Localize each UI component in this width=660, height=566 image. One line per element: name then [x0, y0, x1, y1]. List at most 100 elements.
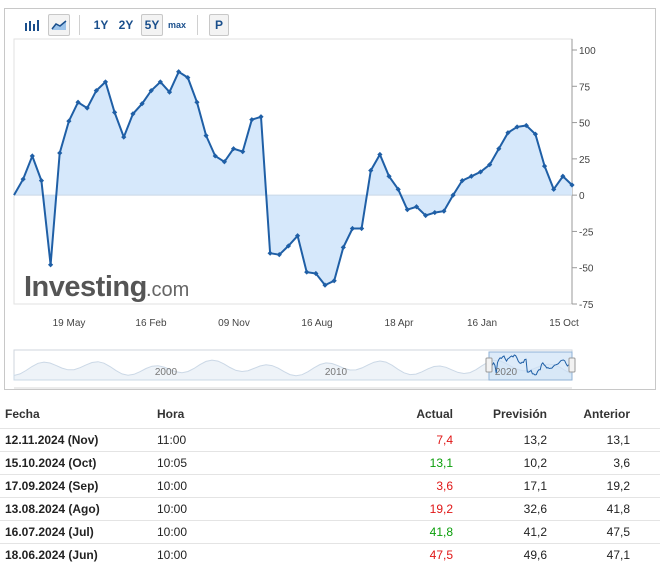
data-point [75, 99, 81, 105]
data-point [468, 173, 474, 179]
range-max-button[interactable]: max [167, 20, 186, 30]
cell-previous: 41,8 [606, 502, 630, 516]
header-time: Hora [157, 407, 185, 421]
data-point [423, 212, 429, 219]
data-point [459, 178, 465, 184]
table-row: 12.11.2024 (Nov) 11:00 7,4 13,2 13,1 [0, 428, 660, 451]
data-point [432, 209, 438, 216]
data-point [450, 192, 456, 198]
data-point [20, 176, 26, 182]
cell-forecast: 17,1 [523, 479, 547, 493]
cell-date: 13.08.2024 (Ago) [5, 502, 100, 516]
cell-actual: 47,5 [429, 548, 453, 562]
data-point [386, 173, 392, 179]
data-table: Fecha Hora Actual Previsión Anterior 12.… [0, 400, 660, 566]
cell-forecast: 41,2 [523, 525, 547, 539]
cell-previous: 13,1 [606, 433, 630, 447]
navigator-handle[interactable] [568, 357, 576, 373]
data-point [477, 169, 484, 175]
header-actual: Actual [416, 407, 453, 421]
header-forecast: Previsión [492, 407, 547, 421]
data-point [148, 88, 154, 94]
series-area [14, 71, 572, 286]
header-date: Fecha [5, 407, 40, 421]
data-point [551, 186, 557, 192]
data-point [212, 153, 218, 159]
data-point [84, 105, 90, 111]
toolbar-divider [79, 15, 80, 35]
data-point [267, 250, 273, 256]
data-point [349, 225, 356, 232]
x-tick-label: 16 Aug [301, 318, 332, 329]
x-tick-label: 16 Jan [467, 318, 497, 329]
cell-date: 18.06.2024 (Jun) [5, 548, 98, 562]
y-tick-label: -75 [579, 300, 594, 311]
x-tick-label: 15 Oct [549, 318, 579, 329]
data-point [487, 162, 493, 168]
cell-previous: 47,1 [606, 548, 630, 562]
cell-previous: 3,6 [613, 456, 630, 470]
data-point [102, 79, 109, 85]
data-point [249, 117, 255, 123]
cell-actual: 3,6 [436, 479, 453, 493]
bar-chart-icon[interactable] [21, 14, 43, 36]
plot-area: 100 75 50 25 0 -25 -50 -75 19 May 16 Feb 09 Nov 16 … [13, 38, 596, 329]
cell-actual: 13,1 [429, 456, 453, 470]
data-point [359, 225, 365, 232]
data-point [514, 124, 520, 130]
data-point [304, 269, 310, 275]
p-button[interactable]: P [209, 14, 229, 36]
data-point [194, 99, 200, 105]
range-1y-button[interactable]: 1Y [93, 18, 109, 32]
data-point [258, 114, 264, 120]
cell-forecast: 49,6 [523, 548, 547, 562]
data-point [413, 204, 420, 210]
navigator-handle[interactable] [485, 357, 493, 373]
data-point [93, 88, 99, 94]
data-point [541, 163, 548, 169]
range-5y-button[interactable]: 5Y [141, 14, 163, 36]
table-header-row: Fecha Hora Actual Previsión Anterior [0, 400, 660, 428]
cell-previous: 19,2 [606, 479, 630, 493]
chart-svg: 100 75 50 25 0 -25 -50 -75 19 May 16 Feb 09 Nov 16 … [13, 38, 596, 389]
data-point [313, 270, 319, 277]
x-tick-label: 09 Nov [218, 318, 250, 329]
data-point [505, 130, 511, 136]
table-row: 16.07.2024 (Jul) 10:00 41,8 41,2 47,5 [0, 520, 660, 543]
data-point [230, 146, 237, 152]
investing-logo: Investing [24, 271, 147, 303]
toolbar-divider [197, 15, 198, 35]
area-chart-icon[interactable] [48, 14, 70, 36]
cell-previous: 47,5 [606, 525, 630, 539]
cell-date: 12.11.2024 (Nov) [5, 433, 99, 447]
navigator[interactable]: 2000 2010 2020 [13, 349, 576, 389]
data-point [38, 178, 45, 184]
table-row: 18.06.2024 (Jun) 10:00 47,5 49,6 47,1 [0, 543, 660, 566]
cell-date: 16.07.2024 (Jul) [5, 525, 94, 539]
data-point [276, 252, 282, 258]
cell-time: 10:05 [157, 456, 188, 470]
data-point [322, 282, 328, 288]
data-point [139, 101, 145, 107]
data-point [47, 262, 54, 268]
cell-forecast: 13,2 [523, 433, 547, 447]
data-point [294, 233, 301, 239]
table-row: 13.08.2024 (Ago) 10:00 19,2 32,6 41,8 [0, 497, 660, 520]
navigator-year-label: 2010 [325, 367, 348, 378]
cell-actual: 41,8 [429, 525, 453, 539]
range-2y-button[interactable]: 2Y [118, 18, 134, 32]
cell-time: 10:00 [157, 548, 188, 562]
data-point [285, 243, 292, 249]
navigator-year-label: 2000 [155, 367, 178, 378]
data-point [569, 182, 575, 188]
data-point [523, 122, 529, 129]
cell-forecast: 10,2 [523, 456, 547, 470]
y-tick-label: 0 [579, 191, 585, 202]
data-point [368, 167, 374, 174]
data-point [176, 69, 182, 75]
chart-toolbar: 1Y 2Y 5Y max P [5, 9, 655, 41]
data-point [560, 173, 566, 179]
data-point [112, 109, 118, 116]
navigator-year-label: 2020 [495, 367, 518, 378]
cell-date: 17.09.2024 (Sep) [5, 479, 99, 493]
